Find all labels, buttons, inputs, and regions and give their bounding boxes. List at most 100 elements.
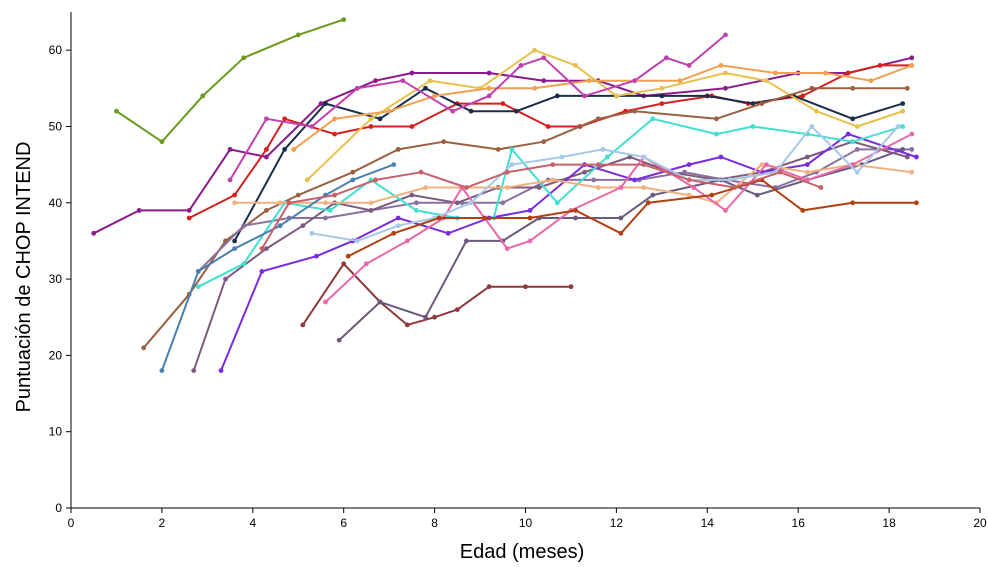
data-point — [691, 185, 697, 190]
data-point — [641, 185, 647, 190]
data-point — [595, 185, 601, 190]
data-point — [377, 299, 383, 305]
data-point — [909, 147, 915, 152]
data-point — [804, 162, 810, 168]
data-point — [195, 284, 201, 290]
y-tick-label: 10 — [49, 425, 63, 439]
data-point — [600, 147, 606, 152]
x-tick-label: 20 — [973, 516, 987, 530]
data-point — [341, 261, 347, 267]
data-point — [618, 215, 624, 221]
data-point — [486, 70, 492, 76]
data-point — [377, 116, 383, 122]
data-point — [804, 154, 810, 160]
data-point — [114, 108, 119, 114]
series-12 — [191, 139, 910, 373]
data-point — [395, 215, 401, 221]
series-line — [192, 140, 908, 371]
data-point — [686, 177, 692, 183]
series-line — [229, 34, 727, 181]
data-point — [241, 223, 247, 229]
data-point — [327, 208, 333, 213]
data-point — [218, 368, 224, 373]
data-point — [677, 78, 683, 84]
data-point — [509, 147, 515, 152]
data-point — [368, 200, 374, 206]
data-point — [159, 139, 165, 145]
data-point — [909, 131, 915, 137]
data-point — [232, 238, 238, 244]
series-19 — [159, 162, 397, 373]
x-tick-label: 0 — [68, 516, 75, 530]
data-point — [845, 131, 851, 137]
data-point — [454, 200, 460, 206]
data-point — [504, 246, 510, 252]
data-point — [714, 131, 719, 137]
y-tick-label: 30 — [49, 272, 63, 286]
data-point — [823, 70, 828, 76]
data-point — [400, 78, 406, 84]
data-point — [554, 93, 560, 99]
data-point — [914, 200, 919, 206]
data-point — [418, 169, 424, 175]
data-point — [909, 63, 915, 68]
data-point — [350, 177, 356, 183]
series-20 — [259, 162, 824, 252]
data-point — [723, 32, 728, 38]
data-point — [595, 116, 601, 122]
data-point — [241, 261, 247, 267]
data-point — [464, 185, 469, 190]
data-point — [332, 116, 337, 122]
data-point — [659, 85, 665, 91]
data-point — [345, 253, 351, 259]
series-16 — [323, 131, 915, 305]
data-point — [686, 63, 692, 68]
data-point — [259, 269, 265, 274]
data-point — [468, 200, 474, 206]
data-point — [504, 185, 510, 190]
data-point — [264, 246, 269, 252]
data-point — [895, 124, 901, 129]
data-point — [664, 55, 669, 61]
data-point — [868, 78, 874, 84]
data-point — [645, 200, 651, 206]
data-point — [482, 215, 487, 221]
data-point — [282, 147, 287, 152]
data-point — [423, 85, 428, 91]
ticks: 0 2 4 6 8 10 12 14 16 18 20 0 10 20 30 40 50 60 — [49, 43, 987, 530]
data-point — [277, 223, 283, 229]
data-point — [432, 314, 437, 320]
data-point — [586, 78, 592, 84]
data-point — [314, 253, 319, 259]
data-point — [227, 147, 233, 152]
series-line — [324, 133, 913, 303]
data-point — [373, 177, 378, 183]
data-point — [541, 139, 547, 145]
x-tick-label: 12 — [610, 516, 624, 530]
data-point — [550, 177, 556, 183]
data-point — [659, 93, 665, 99]
data-point — [723, 85, 728, 91]
data-point — [764, 78, 769, 84]
data-point — [777, 169, 783, 175]
data-point — [454, 307, 460, 312]
data-point — [709, 192, 715, 198]
data-point — [718, 154, 724, 160]
data-point — [486, 284, 492, 290]
data-point — [414, 200, 419, 206]
data-point — [573, 63, 578, 68]
x-tick-label: 4 — [249, 516, 256, 530]
data-point — [277, 200, 283, 206]
data-point — [641, 154, 647, 160]
data-point — [536, 185, 542, 190]
data-point — [468, 108, 474, 114]
data-point — [804, 169, 810, 175]
data-point — [423, 314, 428, 320]
data-point — [318, 101, 324, 106]
data-point — [845, 70, 851, 76]
data-point — [404, 322, 410, 328]
data-point — [773, 70, 778, 76]
series-line — [293, 64, 913, 151]
